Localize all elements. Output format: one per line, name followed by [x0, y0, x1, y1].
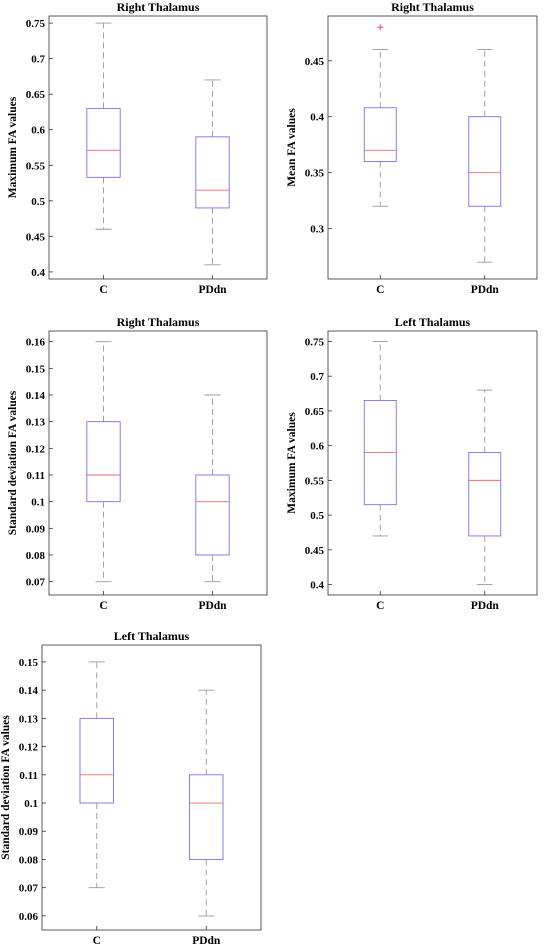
- y-tick-label: 0.07: [26, 577, 46, 589]
- iqr-box: [87, 422, 120, 502]
- plot-frame: [328, 16, 537, 279]
- iqr-box: [196, 475, 229, 555]
- y-tick-label: 0.6: [31, 125, 45, 137]
- y-tick-label: 0.75: [26, 18, 46, 30]
- y-tick-label: 0.15: [19, 657, 39, 669]
- x-tick-label: C: [99, 600, 107, 612]
- y-tick-label: 0.65: [26, 89, 46, 101]
- y-tick-label: 0.45: [26, 231, 46, 243]
- x-tick-label: C: [376, 284, 384, 296]
- x-tick-label: PDdn: [192, 935, 221, 947]
- x-tick-label: PDdn: [471, 600, 500, 612]
- y-tick-label: 0.09: [26, 523, 46, 535]
- y-tick-label: 0.75: [305, 336, 325, 348]
- plot-frame: [49, 16, 267, 279]
- chart-panel-3: Right Thalamus Standard deviation FA valu…: [7, 315, 267, 612]
- chart-title: Right Thalamus: [117, 315, 200, 329]
- y-axis-label: Maximum FA values: [286, 412, 298, 514]
- iqr-box: [469, 453, 501, 536]
- y-tick-label: 0.13: [26, 417, 46, 429]
- y-tick-label: 0.06: [19, 911, 39, 923]
- y-axis-label: Standard deviation FA values: [0, 715, 12, 860]
- y-tick-label: 0.55: [305, 475, 325, 487]
- y-tick-label: 0.13: [19, 713, 39, 725]
- y-tick-label: 0.65: [305, 406, 325, 418]
- x-tick-label: PDdn: [198, 284, 227, 296]
- y-axis-label: Mean FA values: [286, 108, 298, 187]
- y-tick-label: 0.15: [26, 363, 46, 375]
- iqr-box: [80, 718, 114, 803]
- y-tick-label: 0.35: [305, 168, 325, 180]
- y-tick-label: 0.1: [24, 798, 38, 810]
- y-tick-label: 0.7: [310, 371, 324, 383]
- x-tick-label: C: [93, 935, 101, 947]
- plot-frame: [328, 331, 537, 595]
- y-tick-label: 0.4: [31, 267, 45, 279]
- iqr-box: [189, 775, 223, 860]
- iqr-box: [196, 137, 229, 208]
- x-tick-label: PDdn: [471, 284, 500, 296]
- y-tick-label: 0.4: [310, 112, 324, 124]
- outlier-marker: [377, 24, 383, 30]
- y-tick-label: 0.08: [26, 550, 46, 562]
- y-tick-label: 0.55: [26, 160, 46, 172]
- y-tick-label: 0.11: [19, 770, 38, 782]
- y-tick-label: 0.5: [31, 196, 45, 208]
- y-tick-label: 0.12: [19, 742, 39, 754]
- y-tick-label: 0.16: [26, 337, 46, 349]
- y-axis-label: Maximum FA values: [7, 96, 19, 198]
- y-tick-label: 0.1: [31, 497, 45, 509]
- y-tick-label: 0.14: [19, 685, 39, 697]
- y-tick-label: 0.3: [310, 224, 324, 236]
- y-tick-label: 0.09: [19, 826, 39, 838]
- chart-title: Right Thalamus: [391, 0, 474, 14]
- y-tick-label: 0.7: [31, 54, 45, 66]
- chart-panel-5: Left Thalamus Standard deviation FA value…: [0, 629, 261, 947]
- y-tick-label: 0.07: [19, 883, 39, 895]
- y-tick-label: 0.08: [19, 854, 39, 866]
- chart-title: Right Thalamus: [117, 0, 200, 14]
- iqr-box: [364, 108, 396, 162]
- chart-title: Left Thalamus: [114, 629, 190, 643]
- y-tick-label: 0.45: [305, 56, 325, 68]
- x-tick-label: C: [99, 284, 107, 296]
- x-tick-label: C: [376, 600, 384, 612]
- x-tick-label: PDdn: [198, 600, 227, 612]
- chart-panel-1: Right Thalamus Maximum FA values 0.4 0.45 0.…: [7, 0, 267, 296]
- y-tick-label: 0.12: [26, 443, 46, 455]
- chart-panel-4: Left Thalamus Maximum FA values 0.4 0.45 0.5…: [286, 315, 537, 612]
- chart-title: Left Thalamus: [395, 315, 471, 329]
- iqr-box: [87, 108, 120, 177]
- y-tick-label: 0.6: [310, 441, 324, 453]
- y-tick-label: 0.5: [310, 510, 324, 522]
- y-axis-label: Standard deviation FA values: [7, 390, 19, 535]
- plot-frame: [49, 331, 267, 595]
- y-tick-label: 0.45: [305, 545, 325, 557]
- y-tick-label: 0.4: [310, 580, 324, 592]
- y-tick-label: 0.11: [26, 470, 45, 482]
- chart-panel-2: Right Thalamus Mean FA values 0.3 0.35 0.4 0.…: [286, 0, 537, 296]
- y-tick-label: 0.14: [26, 390, 46, 402]
- plot-frame: [42, 645, 261, 930]
- iqr-box: [469, 117, 501, 207]
